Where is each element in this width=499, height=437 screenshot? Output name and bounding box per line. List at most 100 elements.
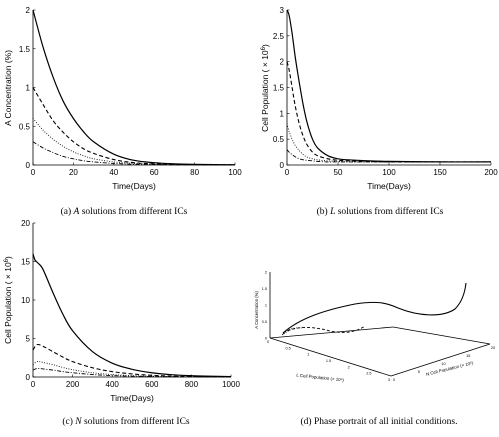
- panel-c-caption-tag: (c): [62, 416, 75, 427]
- panel-a-xtick-label: 40: [109, 168, 118, 177]
- panel-b-caption-tag: (b): [317, 206, 330, 217]
- panel-a-caption-tag: (a): [61, 206, 74, 217]
- panel-b-caption-rest: solutions from different ICs: [335, 206, 443, 217]
- panel-b-xtick-label: 150: [433, 168, 447, 177]
- panel-b-ytick-label: 2: [280, 58, 285, 67]
- panel-c-ytick-label: 20: [21, 219, 30, 228]
- panel-a-ytick-label: 0: [26, 161, 31, 170]
- panel-c-xtick-label: 0: [31, 380, 36, 389]
- panel-c-caption-var: N: [74, 417, 82, 427]
- panel-b-xtick-label: 0: [285, 168, 290, 177]
- panel-c-caption: (c) N solutions from different ICs: [62, 416, 190, 427]
- panel-c-ylabel-exp: 6: [4, 258, 10, 262]
- panel-c-ylabel-close: ): [3, 256, 13, 259]
- panel-b-ytick-label: 1.5: [273, 84, 285, 93]
- panel-a-ticks: 0 20 40 60 80 100 0 0.5 1 1.5 2: [19, 6, 242, 177]
- panel-c-xtick-label: 1000: [222, 380, 240, 389]
- panel-d-l-axis: [269, 337, 392, 377]
- panel-d-ytick-label: 10: [441, 362, 445, 366]
- panel-b-ytick-label: 0: [280, 161, 285, 170]
- panel-c-axes-frame: [32, 223, 231, 378]
- panel-a-ytick-label: 2: [26, 6, 31, 15]
- panel-b-caption-var: L: [329, 207, 335, 217]
- panel-a-ylabel: A Concentration (%): [3, 50, 13, 126]
- panel-b-ylabel: Cell Population ( × 106): [260, 44, 270, 132]
- panel-b-ticks: 0 50 100 150 200 0 0.5 1 1.5 2 2.5 3: [273, 6, 498, 177]
- panel-d-ztick-label: 0.5: [262, 320, 267, 324]
- panel-d-xtick-label: 0.5: [286, 346, 291, 350]
- panel-b-ylabel-main: Cell Population ( × 10: [260, 50, 270, 132]
- panel-b-series-solid-line: [286, 9, 492, 163]
- panel-a-series-solid-line: [32, 9, 236, 166]
- panel-a-ytick-label: 1: [26, 84, 31, 93]
- panel-b-xtick-label: 50: [334, 168, 343, 177]
- panel-d-trajectory-solid: [282, 282, 467, 334]
- panel-d-trajectory-dashed: [282, 325, 366, 334]
- panel-b-xtick-label: 200: [484, 168, 498, 177]
- panel-a-ytick-label: 0.5: [19, 122, 31, 131]
- panel-a-xlabel: Time(Days): [112, 181, 156, 191]
- panel-d-xtick-label: 3: [388, 378, 390, 382]
- panel-c-series-solid-line: [32, 253, 232, 378]
- panel-a-xtick-label: 0: [31, 168, 36, 177]
- panel-c-ytick-label: 10: [21, 296, 30, 305]
- panel-c-xtick-label: 400: [106, 380, 120, 389]
- panel-c-ylabel-main: Cell Population ( × 10: [3, 262, 13, 344]
- panel-b-series-dashdot-line: [286, 149, 491, 163]
- panel-a-series-dotted-line: [32, 118, 236, 166]
- panel-b-ytick-label: 2.5: [273, 32, 285, 41]
- panel-a-series-dashdot-line: [32, 141, 236, 166]
- panel-d-ytick-label: 15: [466, 354, 470, 358]
- panel-b-xlabel: Time(Days): [367, 181, 411, 191]
- panel-c-ytick-label: 5: [26, 335, 31, 344]
- panel-c-caption-rest: solutions from different ICs: [82, 416, 190, 427]
- panel-d-ytick-label: 20: [491, 346, 495, 350]
- panel-d-trajectory-dashdot: [281, 327, 295, 336]
- panel-a-xtick-label: 60: [150, 168, 159, 177]
- panel-d-xtick-label: 1.5: [326, 359, 331, 363]
- panel-d-xlabel: L Cell Population (× 10⁶): [296, 373, 344, 383]
- panel-d-ztick-label: 2: [265, 271, 267, 275]
- panel-c-ytick-label: 15: [21, 258, 30, 267]
- panel-b-axes-frame: [286, 10, 491, 166]
- panel-a-ytick-label: 1.5: [19, 45, 31, 54]
- panel-d-xtick-label: 2.5: [366, 372, 371, 376]
- panel-d-ztick-label: 1.5: [262, 287, 267, 291]
- panel-c-ylabel: Cell Population ( × 106): [3, 256, 13, 344]
- panel-c-xlabel: Time(Days): [110, 393, 154, 403]
- panel-a-xtick-label: 80: [190, 168, 199, 177]
- panel-d-ztick-label: 1: [265, 304, 267, 308]
- panel-d-zlabel: A Concentration (%): [254, 291, 259, 329]
- panel-d-n-axis: [390, 343, 491, 377]
- panel-c-xtick-label: 800: [185, 380, 199, 389]
- panel-c-ticks: 0 200 400 600 800 1000 0 5 10 15 20: [21, 219, 240, 389]
- panel-c-chart: 0 200 400 600 800 1000 0 5 10 15 20 Time(Days) Cel…: [3, 219, 240, 427]
- panel-a-xtick-label: 100: [228, 168, 242, 177]
- panel-b-chart: 0 50 100 150 200 0 0.5 1 1.5 2 2.5 3 Time(Days) Cel…: [260, 6, 498, 217]
- panel-b-ytick-label: 1: [280, 109, 285, 118]
- panel-a-caption: (a) A solutions from different ICs: [61, 206, 188, 217]
- panel-c-ytick-label: 0: [26, 373, 31, 382]
- panel-b-ylabel-exp: 6: [261, 46, 267, 50]
- panel-b-series-dashed-line: [286, 61, 491, 163]
- panel-b-xtick-label: 100: [382, 168, 396, 177]
- panel-b-ytick-label: 0.5: [273, 135, 285, 144]
- panel-a-caption-var: A: [73, 207, 80, 217]
- panel-d-back-side: [392, 326, 491, 345]
- panel-d-xtick-label: 2: [348, 365, 350, 369]
- panel-b-series-group: [286, 9, 492, 163]
- panel-c-xtick-label: 600: [145, 380, 159, 389]
- panel-a-xtick-label: 20: [69, 168, 78, 177]
- panel-d-ytick-label: 5: [418, 370, 420, 374]
- panel-b-ylabel-close: ): [260, 44, 270, 47]
- panel-d-ztick-label: 0: [265, 337, 267, 341]
- panel-b-caption: (b) L solutions from different ICs: [317, 206, 444, 217]
- panel-c-xtick-label: 200: [66, 380, 80, 389]
- panel-a-series-dashed-line: [32, 87, 236, 166]
- panel-d-ytick-label: 0: [393, 378, 395, 382]
- panel-c-series-group: [32, 253, 232, 378]
- panel-b-ytick-label: 3: [280, 6, 285, 15]
- panel-a-series-group: [32, 9, 236, 166]
